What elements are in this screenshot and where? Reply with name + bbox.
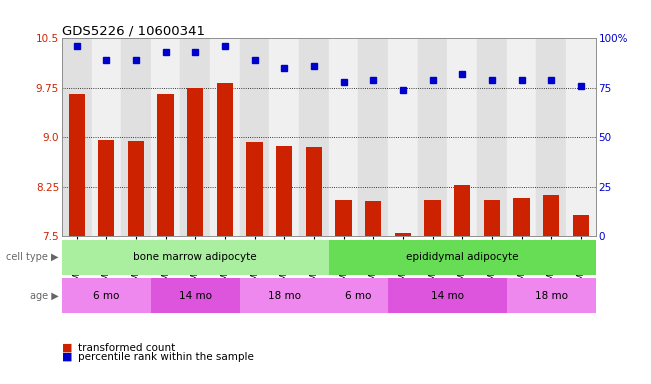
Text: 14 mo: 14 mo (179, 291, 212, 301)
Bar (573, 215, 589, 236)
Bar (447, 38, 477, 236)
Bar (299, 38, 329, 236)
Bar (62, 278, 151, 313)
Bar (506, 38, 536, 236)
Bar (418, 38, 447, 236)
Bar (180, 38, 210, 236)
Bar (477, 38, 506, 236)
Bar (210, 38, 240, 236)
Bar (395, 233, 411, 236)
Text: transformed count: transformed count (78, 343, 175, 353)
Bar (543, 195, 559, 236)
Text: epididymal adipocyte: epididymal adipocyte (406, 252, 518, 262)
Text: ■: ■ (62, 352, 72, 362)
Bar (484, 200, 500, 236)
Text: 6 mo: 6 mo (345, 291, 372, 301)
Text: bone marrow adipocyte: bone marrow adipocyte (133, 252, 257, 262)
Bar (566, 38, 596, 236)
Bar (187, 88, 204, 236)
Bar (306, 147, 322, 236)
Bar (359, 38, 388, 236)
Bar (62, 240, 329, 275)
Bar (151, 38, 180, 236)
Bar (454, 185, 471, 236)
Bar (536, 38, 566, 236)
Bar (514, 198, 530, 236)
Bar (98, 140, 115, 236)
Text: 18 mo: 18 mo (268, 291, 301, 301)
Bar (506, 278, 596, 313)
Bar (329, 278, 388, 313)
Bar (240, 38, 270, 236)
Bar (92, 38, 121, 236)
Bar (68, 94, 85, 236)
Text: ■: ■ (62, 343, 72, 353)
Text: age ▶: age ▶ (30, 291, 59, 301)
Bar (365, 201, 381, 236)
Bar (276, 146, 292, 236)
Bar (329, 240, 596, 275)
Bar (62, 38, 92, 236)
Bar (270, 38, 299, 236)
Text: GDS5226 / 10600341: GDS5226 / 10600341 (62, 24, 205, 37)
Bar (335, 200, 352, 236)
Text: 14 mo: 14 mo (431, 291, 464, 301)
Text: cell type ▶: cell type ▶ (6, 252, 59, 262)
Bar (329, 38, 359, 236)
Bar (388, 38, 418, 236)
Text: 18 mo: 18 mo (534, 291, 568, 301)
Bar (151, 278, 240, 313)
Bar (121, 38, 151, 236)
Bar (158, 94, 174, 236)
Bar (217, 83, 233, 236)
Bar (247, 142, 263, 236)
Text: percentile rank within the sample: percentile rank within the sample (78, 352, 254, 362)
Text: 6 mo: 6 mo (93, 291, 120, 301)
Bar (240, 278, 329, 313)
Bar (128, 141, 144, 236)
Bar (424, 200, 441, 236)
Bar (388, 278, 506, 313)
